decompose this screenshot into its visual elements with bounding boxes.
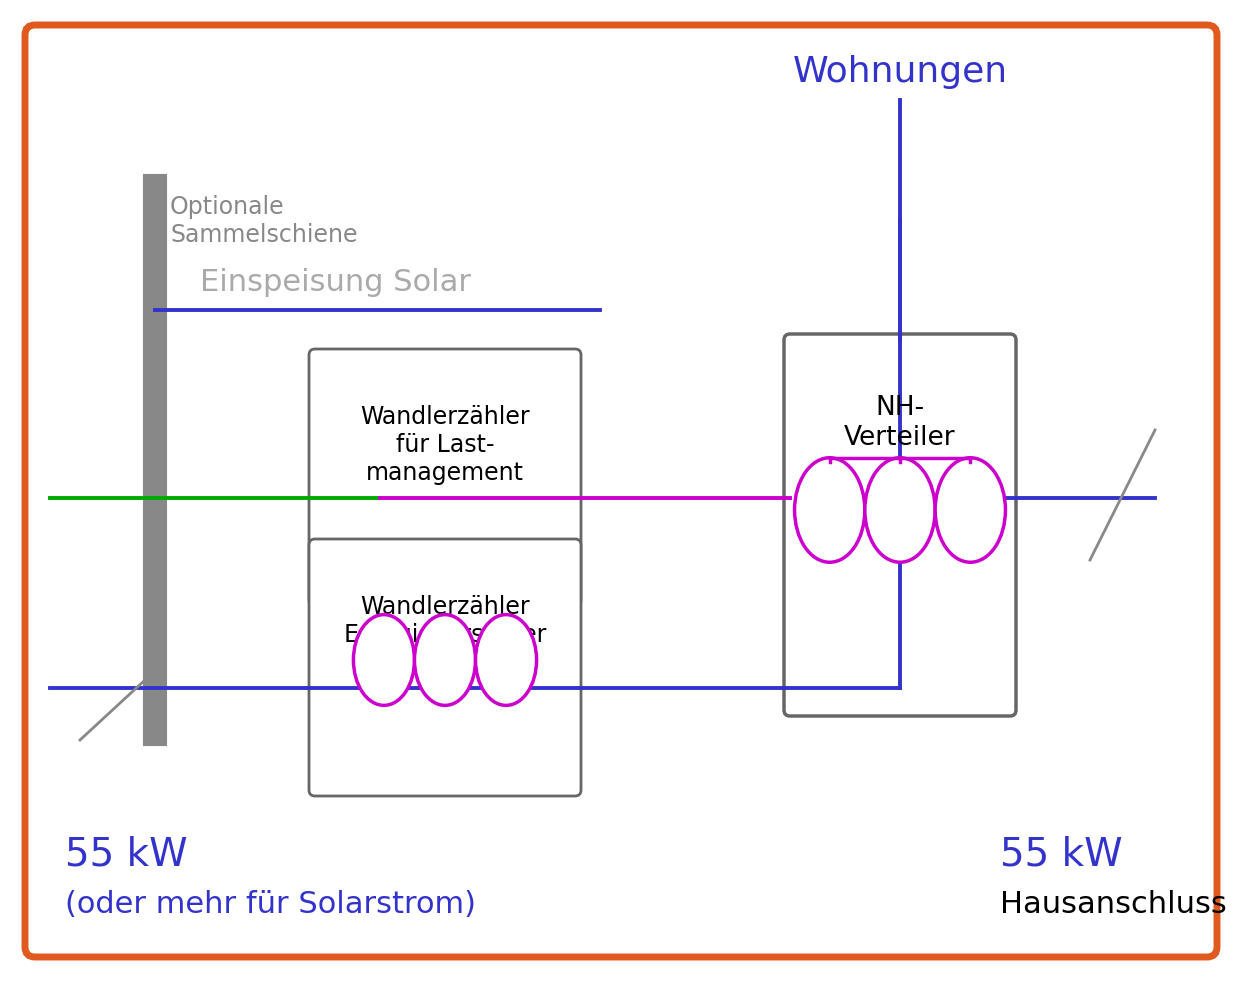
Text: Wandlerzähler
Energieversorger: Wandlerzähler Energieversorger xyxy=(343,595,546,647)
FancyBboxPatch shape xyxy=(309,349,581,606)
FancyBboxPatch shape xyxy=(784,334,1016,716)
Text: Wohnungen: Wohnungen xyxy=(792,55,1007,89)
Text: Einspeisung Solar: Einspeisung Solar xyxy=(200,268,471,297)
Ellipse shape xyxy=(354,615,415,705)
Text: Optionale
Sammelschiene: Optionale Sammelschiene xyxy=(170,195,358,246)
Ellipse shape xyxy=(476,615,537,705)
Ellipse shape xyxy=(415,615,476,705)
Text: 55 kW: 55 kW xyxy=(1000,835,1123,873)
Text: 55 kW: 55 kW xyxy=(65,835,188,873)
Text: (oder mehr für Solarstrom): (oder mehr für Solarstrom) xyxy=(65,890,476,919)
Text: Wandlerzähler
für Last-
management: Wandlerzähler für Last- management xyxy=(360,405,530,484)
Text: Hausanschluss: Hausanschluss xyxy=(1000,890,1227,919)
Bar xyxy=(144,175,166,745)
Text: NH-
Verteiler: NH- Verteiler xyxy=(845,395,956,451)
Ellipse shape xyxy=(935,458,1006,563)
FancyBboxPatch shape xyxy=(309,539,581,796)
Ellipse shape xyxy=(795,458,864,563)
Ellipse shape xyxy=(864,458,935,563)
